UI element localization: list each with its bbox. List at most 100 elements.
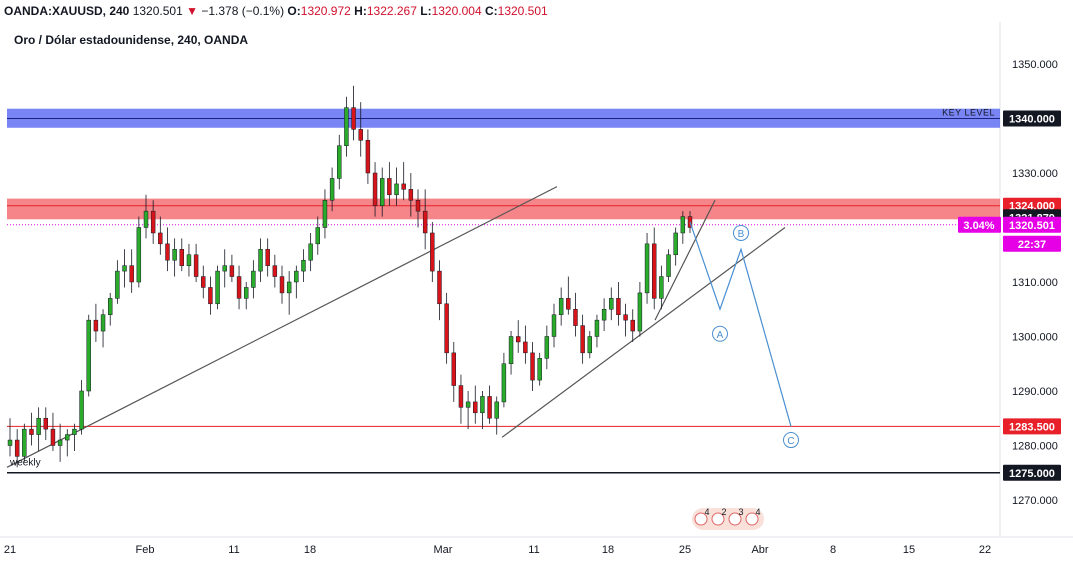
x-tick-label: Feb bbox=[136, 544, 155, 556]
candle bbox=[637, 292, 643, 332]
event-flag-icon[interactable] bbox=[711, 512, 725, 526]
candle bbox=[530, 352, 535, 381]
wave-point-a[interactable] bbox=[712, 325, 728, 342]
candle bbox=[401, 183, 406, 190]
candle bbox=[358, 129, 363, 141]
price-label-box bbox=[1003, 216, 1061, 233]
candle bbox=[558, 298, 564, 315]
chart-area[interactable]: Oro / Dólar estadounidense, 240, OANDA K… bbox=[0, 22, 1073, 563]
x-tick-label: 25 bbox=[679, 544, 691, 556]
x-tick-label: 21 bbox=[4, 544, 16, 556]
elliott-wave-path[interactable] bbox=[689, 221, 792, 427]
price-label: 1340.000 bbox=[1009, 114, 1055, 126]
wave-point-b[interactable] bbox=[733, 224, 749, 241]
candle bbox=[236, 276, 242, 299]
trendline-3[interactable] bbox=[654, 199, 716, 321]
event-count: 3 bbox=[738, 507, 743, 517]
candle bbox=[566, 298, 571, 310]
candle bbox=[179, 249, 185, 266]
weekly-annotation: weekly bbox=[9, 458, 41, 469]
price-label: 1320.501 bbox=[1009, 220, 1055, 232]
x-tick-label: Mar bbox=[434, 544, 453, 556]
candle bbox=[100, 314, 106, 332]
candle bbox=[308, 243, 313, 261]
candle bbox=[501, 363, 507, 403]
candle bbox=[494, 401, 499, 419]
price-axis[interactable]: 1350.000 1330.000 1310.000 1300.000 1290.000… bbox=[958, 59, 1061, 507]
candle bbox=[587, 336, 593, 354]
price-label: 22:37 bbox=[1018, 239, 1046, 251]
wave-label-c: C bbox=[787, 436, 794, 447]
candle bbox=[165, 243, 170, 261]
event-count: 4 bbox=[704, 507, 709, 517]
candle bbox=[272, 265, 278, 277]
candle bbox=[487, 396, 492, 419]
y-tick-label: 1280.000 bbox=[1012, 441, 1058, 453]
candle bbox=[451, 352, 457, 386]
price-label-box bbox=[1003, 110, 1061, 127]
candle bbox=[279, 276, 285, 294]
event-flag-icon[interactable] bbox=[745, 512, 759, 526]
price-change: −1.378 (−0.1%) bbox=[201, 4, 285, 18]
candle bbox=[616, 298, 621, 315]
y-tick-label: 1290.000 bbox=[1012, 386, 1058, 398]
candle bbox=[329, 178, 335, 201]
candle bbox=[387, 178, 392, 196]
wave-label-a: A bbox=[717, 330, 724, 341]
candle bbox=[379, 178, 385, 206]
events-badge[interactable] bbox=[692, 508, 764, 530]
candle bbox=[208, 287, 213, 305]
trendline-1[interactable] bbox=[6, 186, 558, 468]
candle bbox=[72, 428, 77, 435]
candle bbox=[394, 183, 399, 196]
candle bbox=[594, 319, 600, 337]
candle bbox=[243, 287, 249, 299]
candle bbox=[201, 276, 206, 288]
candle bbox=[508, 336, 514, 364]
candle bbox=[265, 249, 270, 266]
candle bbox=[515, 336, 521, 343]
candle bbox=[315, 227, 321, 245]
y-tick-label: 1300.000 bbox=[1012, 332, 1058, 344]
candle bbox=[365, 140, 371, 174]
candle bbox=[172, 249, 177, 261]
x-tick-label: 18 bbox=[602, 544, 614, 556]
price-label-box bbox=[1003, 418, 1061, 435]
symbol-name[interactable]: OANDA:XAUUSD, 240 bbox=[4, 4, 130, 18]
candle bbox=[537, 358, 542, 381]
last-price: 1320.501 bbox=[132, 4, 183, 18]
x-tick-label: 11 bbox=[528, 544, 539, 556]
candle bbox=[150, 210, 156, 234]
candle bbox=[86, 319, 91, 392]
candle bbox=[651, 243, 657, 299]
candle bbox=[523, 341, 528, 354]
candle bbox=[43, 418, 49, 430]
low-label: L: bbox=[420, 4, 432, 18]
price-label-box bbox=[1003, 464, 1061, 481]
candle bbox=[36, 418, 41, 435]
trendline-2[interactable] bbox=[501, 227, 786, 438]
open-label: O: bbox=[287, 4, 301, 18]
candle bbox=[322, 200, 328, 228]
candle bbox=[50, 428, 56, 446]
candle bbox=[344, 107, 349, 146]
candle bbox=[115, 270, 120, 299]
time-axis[interactable]: 21 Feb 11 18 Mar 11 18 25 Abr 8 15 22 bbox=[4, 544, 991, 556]
candle bbox=[79, 390, 84, 430]
wave-label-b: B bbox=[738, 229, 745, 240]
candle bbox=[294, 270, 299, 283]
x-tick-label: 18 bbox=[304, 544, 316, 556]
event-flag-icon[interactable] bbox=[728, 512, 742, 526]
event-flag-icon[interactable] bbox=[694, 512, 708, 526]
candle bbox=[122, 265, 127, 272]
y-tick-label: 1330.000 bbox=[1012, 168, 1058, 180]
close-label: C: bbox=[484, 4, 498, 18]
candle bbox=[186, 254, 192, 266]
candle bbox=[57, 439, 63, 446]
candle bbox=[22, 428, 27, 457]
candle bbox=[659, 276, 664, 299]
price-chart[interactable]: Oro / Dólar estadounidense, 240, OANDA K… bbox=[0, 22, 1073, 563]
candle bbox=[215, 270, 220, 305]
candle bbox=[29, 428, 34, 435]
wave-point-c[interactable] bbox=[783, 432, 799, 449]
